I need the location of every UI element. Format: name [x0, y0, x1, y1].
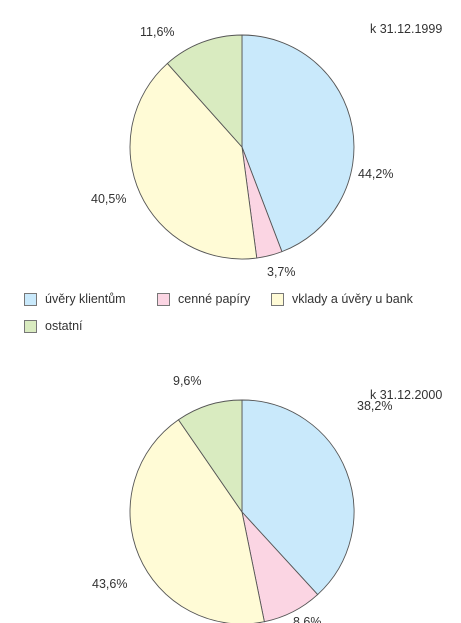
pie-slice-uvery-klientum: [241, 399, 355, 596]
date-label-1999: k 31.12.1999: [370, 22, 442, 36]
slice-label-ostatni: 11,6%: [140, 25, 175, 39]
slice-label-cenne-papiry: 8,6%: [293, 615, 322, 623]
slice-label-uvery-klientum: 44,2%: [358, 167, 393, 181]
legend-swatch: [271, 292, 284, 306]
slice-label-vklady-a-uvery: 40,5%: [91, 192, 126, 206]
legend-item-uvery: úvěry klientům: [24, 292, 126, 306]
legend-label: vklady a úvěry u bank: [292, 292, 413, 306]
pie-slice-uvery-klientum: [241, 34, 355, 253]
legend-swatch: [157, 292, 170, 306]
pie-slice-ostatni: [177, 399, 243, 514]
pie-slice-ostatni: [166, 34, 243, 149]
legend-swatch: [24, 319, 37, 333]
legend-item-ostatni: ostatní: [24, 319, 83, 333]
legend-item-vklady: vklady a úvěry u bank: [271, 292, 413, 306]
legend-item-cenne-papiry: cenné papíry: [157, 292, 250, 306]
slice-label-cenne-papiry: 3,7%: [267, 265, 296, 279]
legend-label: úvěry klientům: [45, 292, 126, 306]
date-label-2000: k 31.12.2000: [370, 388, 442, 402]
legend-label: cenné papíry: [178, 292, 251, 306]
pie-chart-1999: 44,2% 3,7% 40,5% 11,6%: [91, 25, 393, 279]
slice-label-uvery-klientum: 38,2%: [357, 399, 392, 413]
slice-label-ostatni: 9,6%: [173, 374, 202, 388]
pie-chart-2000: 38,2% 8,6% 43,6% 9,6%: [92, 374, 392, 623]
legend-swatch: [24, 292, 37, 306]
legend-label: ostatní: [45, 319, 83, 333]
pie-slice-vklady-a-uvery: [129, 62, 258, 260]
slice-label-vklady-a-uvery: 43,6%: [92, 577, 127, 591]
